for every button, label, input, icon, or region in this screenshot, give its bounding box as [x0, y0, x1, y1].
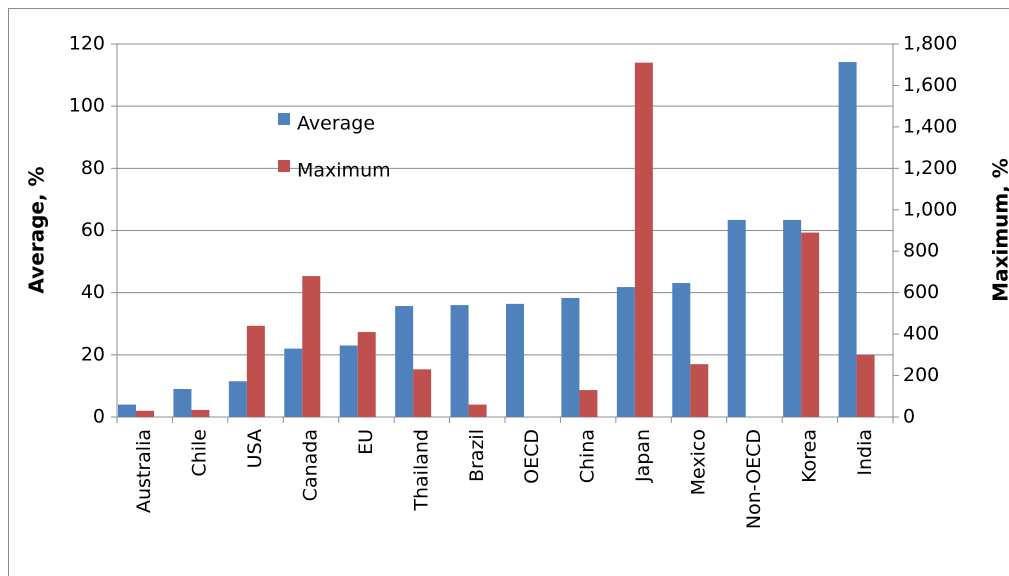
- bar: [468, 404, 487, 417]
- y2-tick-label: 1,400: [903, 115, 957, 137]
- bar: [690, 364, 709, 417]
- bar: [561, 297, 580, 417]
- x-tick-label: Non-OECD: [743, 429, 765, 529]
- y2-axis-label: Maximum, %: [989, 158, 1009, 302]
- y-tick-label: 20: [81, 343, 105, 365]
- x-tick-label: Canada: [300, 429, 322, 501]
- y-tick-label: 60: [81, 219, 105, 241]
- x-tick-label: China: [577, 429, 599, 483]
- x-tick-label: Mexico: [688, 429, 710, 495]
- bar: [838, 62, 857, 418]
- y2-tick-label: 400: [903, 323, 939, 345]
- y2-tick-label: 1,800: [903, 33, 957, 55]
- y2-tick-label: 600: [903, 281, 939, 303]
- bar: [616, 287, 635, 417]
- x-tick-label: India: [854, 429, 876, 476]
- bar: [118, 404, 136, 417]
- bar: [395, 306, 414, 417]
- y2-tick-label: 200: [903, 364, 939, 386]
- y2-tick-label: 1,600: [903, 74, 957, 96]
- x-tick-label: EU: [355, 429, 377, 455]
- bar: [579, 390, 598, 417]
- x-tick-label: OECD: [521, 429, 543, 484]
- x-tick-label: Thailand: [410, 429, 432, 512]
- y-tick-label: 120: [69, 33, 105, 55]
- x-tick-label: USA: [244, 429, 266, 468]
- bar: [413, 369, 432, 417]
- bar: [136, 410, 154, 417]
- y-axis-label: Average, %: [25, 166, 49, 293]
- bar: [357, 332, 376, 417]
- bar: [672, 283, 691, 417]
- y2-tick-label: 0: [903, 406, 915, 428]
- legend-label: Average: [297, 113, 375, 135]
- x-tick-label: Chile: [189, 429, 211, 477]
- legend-swatch: [278, 113, 290, 125]
- bar: [801, 232, 820, 417]
- bar: [191, 409, 210, 417]
- bar: [856, 354, 875, 417]
- x-tick-label: Australia: [133, 429, 155, 513]
- bar: [302, 276, 321, 417]
- y-tick-label: 80: [81, 157, 105, 179]
- bar: [173, 389, 192, 417]
- bar: [634, 62, 653, 418]
- bar: [727, 219, 746, 417]
- y2-tick-label: 1,200: [903, 157, 957, 179]
- x-tick-label: Korea: [798, 429, 820, 483]
- y-tick-label: 0: [93, 406, 105, 428]
- bar: [284, 348, 303, 417]
- legend-swatch: [278, 160, 290, 172]
- x-tick-label: Brazil: [466, 429, 488, 482]
- bar: [506, 303, 524, 417]
- y-tick-label: 100: [69, 95, 105, 117]
- legend-label: Maximum: [297, 160, 391, 182]
- y2-tick-label: 800: [903, 240, 939, 262]
- bar: [450, 305, 469, 417]
- bar: [246, 325, 265, 417]
- x-tick-label: Japan: [632, 429, 654, 483]
- bar: [339, 345, 358, 417]
- bar: [783, 219, 802, 417]
- bar: [228, 381, 247, 417]
- y-tick-label: 40: [81, 281, 105, 303]
- y2-tick-label: 1,000: [903, 198, 957, 220]
